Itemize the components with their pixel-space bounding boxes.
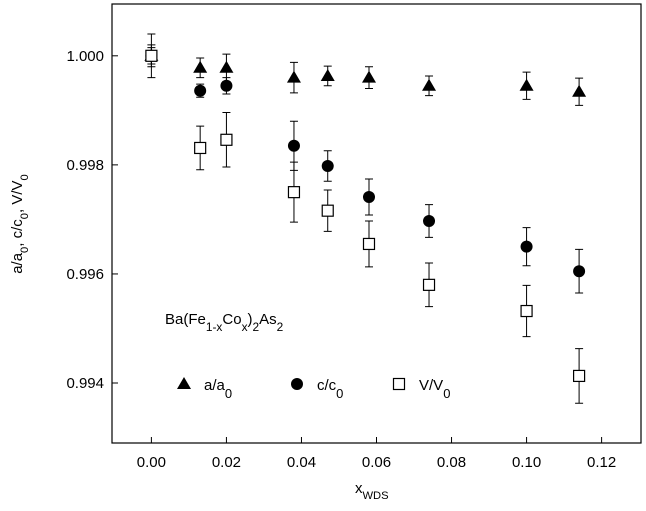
square-marker	[572, 369, 586, 383]
square-marker	[392, 377, 406, 391]
square-marker	[362, 237, 376, 251]
x-axis-label-part: x	[355, 480, 363, 497]
square-marker	[321, 204, 334, 217]
circle-marker	[194, 84, 207, 97]
x-tick-label: 0.00	[137, 454, 166, 471]
circle-marker	[423, 215, 436, 228]
legend-label: a/a0	[204, 377, 232, 401]
circle-marker	[520, 240, 533, 253]
annotation-part: As	[259, 311, 277, 328]
y-axis-label-part: a/a	[9, 252, 26, 274]
circle-marker	[287, 139, 300, 152]
y-axis-label: a/a0, c/c0, V/V0	[9, 174, 31, 274]
triangle-marker	[219, 60, 234, 73]
x-tick-label: 0.12	[587, 454, 616, 471]
legend-label: V/V0	[419, 377, 450, 401]
circle-marker	[362, 191, 375, 204]
circle-marker	[573, 265, 586, 278]
triangle-marker	[422, 78, 437, 91]
plot-frame	[111, 3, 642, 444]
square-marker	[145, 49, 158, 62]
y-tick-label: 0.998	[66, 157, 104, 174]
legend-label: V/V	[419, 377, 443, 394]
x-tick-label: 0.06	[362, 454, 391, 471]
triangle-marker	[286, 70, 301, 83]
y-axis-label-sub: 0	[19, 213, 31, 219]
triangle-marker	[519, 78, 534, 91]
triangle-marker	[193, 60, 208, 73]
annotation-part: Ba(Fe	[165, 311, 206, 328]
x-tick-label: 0.02	[212, 454, 241, 471]
circle-marker	[321, 159, 334, 172]
y-axis-label-part: , V/V	[9, 180, 26, 213]
annotation-sub: 2	[253, 320, 260, 334]
square-marker	[220, 133, 233, 146]
x-axis-label-sub: WDS	[363, 490, 389, 502]
square-marker	[520, 304, 533, 318]
square-marker	[422, 278, 436, 291]
annotation: Ba(Fe1-xCox)2As2	[165, 311, 284, 334]
legend-label-sub: 0	[443, 386, 450, 401]
triangle-marker	[177, 377, 191, 389]
annotation-sub: 2	[277, 320, 284, 334]
legend-label-sub: 0	[336, 386, 343, 401]
annotation-part: Co	[222, 311, 241, 328]
legend-label: a/a	[204, 377, 226, 394]
circle-marker	[220, 79, 233, 92]
square-marker	[194, 141, 207, 155]
y-tick-label: 0.994	[66, 375, 104, 392]
legend-label-sub: 0	[225, 386, 232, 401]
triangle-marker	[572, 84, 587, 97]
x-tick-label: 0.04	[287, 454, 316, 471]
y-tick-label: 1.000	[66, 48, 104, 65]
legend-label: c/c0	[317, 377, 343, 401]
x-tick-label: 0.08	[437, 454, 466, 471]
triangle-marker	[320, 68, 335, 81]
y-tick-label: 0.996	[66, 266, 104, 283]
legend-label: c/c	[317, 377, 337, 394]
annotation-part: )	[248, 311, 253, 328]
triangle-marker	[361, 70, 376, 83]
x-axis-label: xWDS	[355, 480, 389, 502]
square-marker	[287, 186, 301, 199]
y-axis-label-sub: 0	[19, 247, 31, 253]
annotation-sub: x	[242, 320, 248, 334]
y-axis-label-part: , c/c	[9, 219, 26, 247]
circle-marker	[291, 378, 303, 390]
x-tick-label: 0.10	[512, 454, 541, 471]
annotation-sub: 1-x	[206, 320, 223, 334]
y-axis-label-sub: 0	[19, 174, 31, 180]
